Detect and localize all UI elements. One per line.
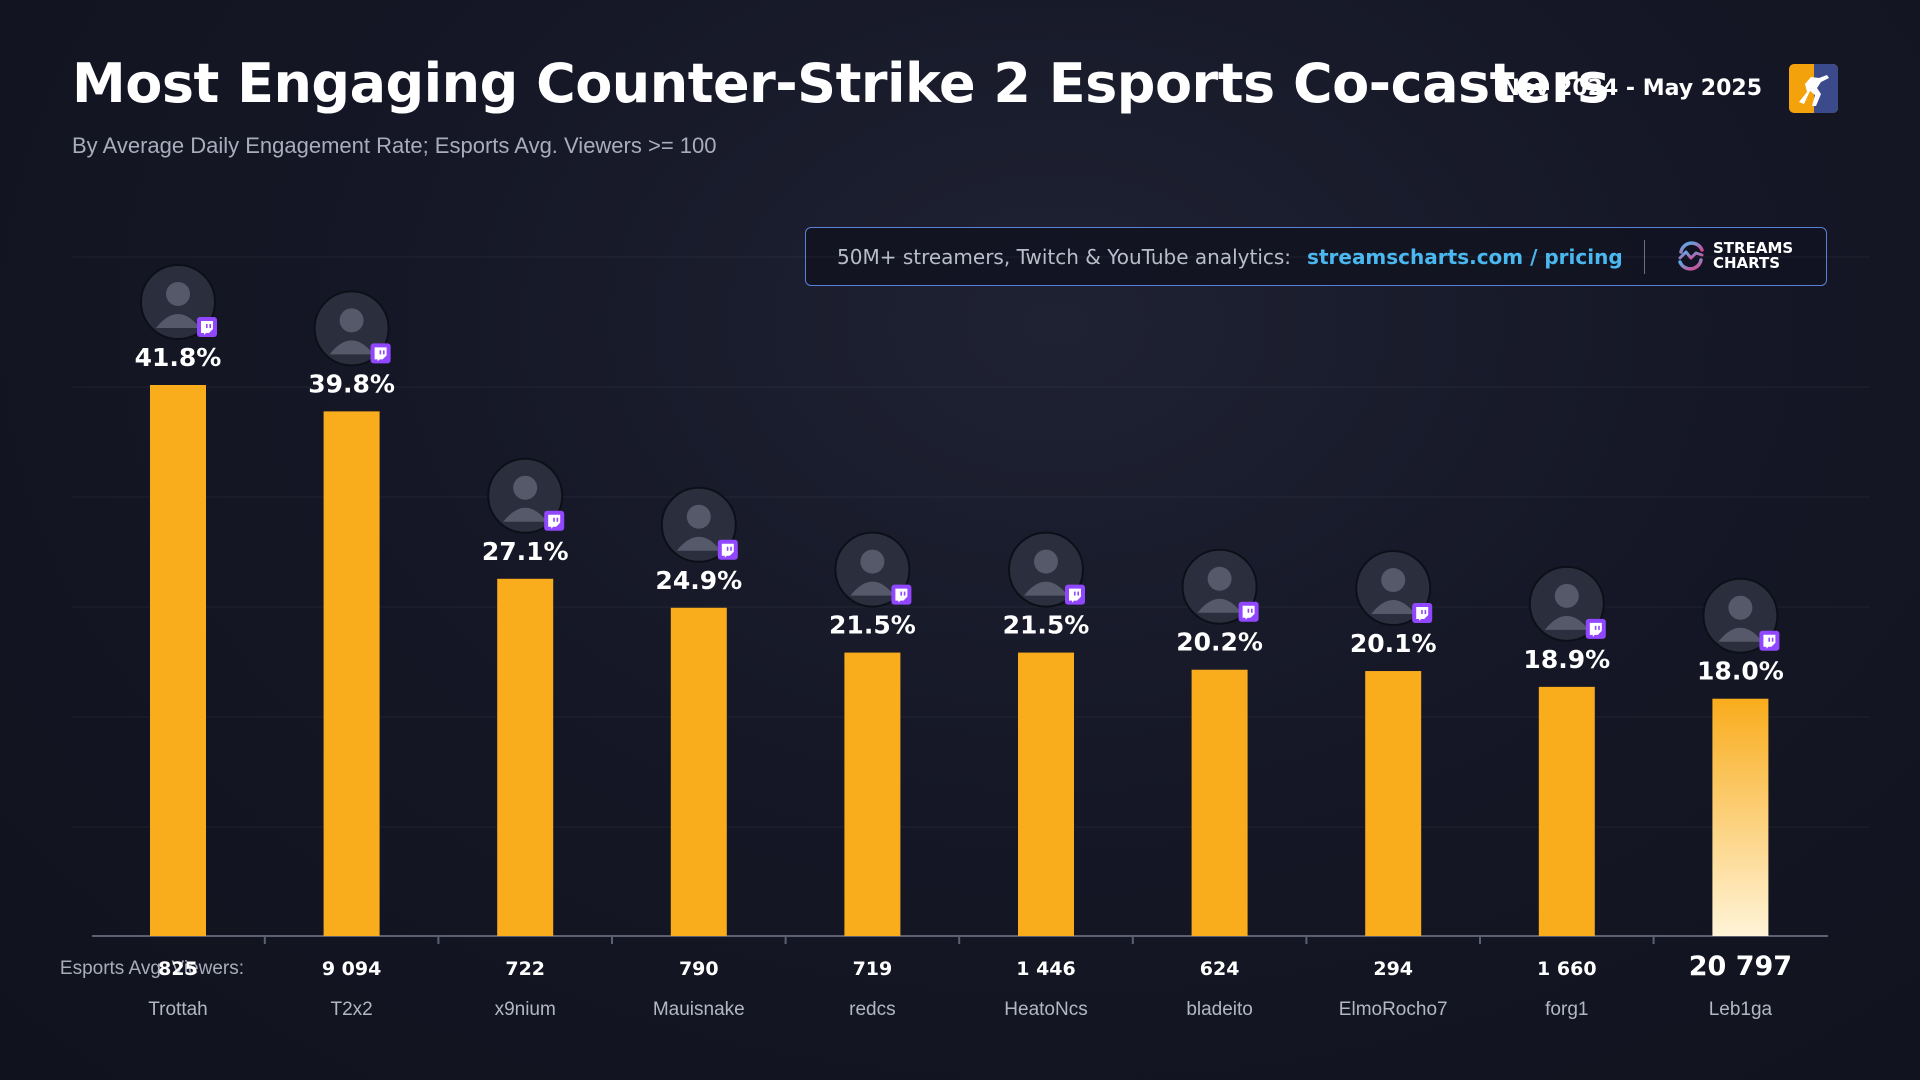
avatar-body-icon (1371, 600, 1416, 615)
category-label: forg1 (1545, 999, 1588, 1020)
avatar-body-icon (850, 581, 895, 596)
avatar-forg1 (1528, 565, 1605, 642)
avatar-mauisnake (660, 486, 737, 563)
streams-charts-logo-icon (1678, 241, 1704, 271)
twitch-icon (1065, 584, 1085, 605)
bar-bladeito (1191, 669, 1248, 936)
chart-subtitle: By Average Daily Engagement Rate; Esport… (72, 133, 717, 158)
chart-title: Most Engaging Counter-Strike 2 Esports C… (72, 52, 1609, 115)
brand-line-2: CHARTS (1713, 254, 1781, 272)
avatar-t2x2 (313, 290, 390, 367)
category-label: Mauisnake (653, 999, 745, 1020)
bar-trottah (150, 385, 206, 936)
avatar-body-icon (1544, 615, 1589, 630)
category-label: bladeito (1186, 999, 1253, 1020)
twitch-icon (891, 584, 912, 605)
avatar-body-icon (1718, 627, 1763, 642)
promo-link[interactable]: streamscharts.com / pricing (1307, 244, 1623, 269)
avatar-head-icon (166, 282, 190, 306)
category-label: Leb1ga (1709, 999, 1773, 1020)
avatar-leb1ga (1702, 577, 1779, 654)
category-label: ElmoRocho7 (1339, 999, 1448, 1020)
bar-x9nium (497, 578, 554, 936)
category-label: HeatoNcs (1004, 999, 1087, 1020)
viewers-value: 825 (158, 958, 198, 980)
counter-strike-logo-icon (1789, 64, 1838, 113)
viewers-value: 20 797 (1689, 951, 1792, 982)
viewers-value: 1 660 (1537, 958, 1597, 980)
promo-divider (1644, 240, 1645, 274)
avatar-body-icon (676, 536, 721, 551)
bar-t2x2 (323, 411, 380, 936)
value-label: 18.0% (1697, 657, 1784, 686)
viewers-value: 722 (505, 958, 545, 980)
bar-heatoncs (1018, 652, 1074, 936)
promo-banner[interactable]: 50M+ streamers, Twitch & YouTube analyti… (805, 227, 1827, 286)
avatar-x9nium (487, 457, 564, 534)
bar-elmorocho7 (1365, 671, 1422, 936)
avatar-bladeito (1181, 548, 1258, 625)
category-label: Trottah (148, 999, 208, 1020)
brand-line-1: STREAMS (1713, 239, 1794, 257)
avatar-heatoncs (1008, 531, 1084, 608)
avatar-head-icon (513, 475, 538, 500)
twitch-icon (1759, 630, 1780, 651)
bar-mauisnake (670, 607, 727, 936)
avatar-head-icon (339, 308, 364, 333)
viewers-value: 790 (679, 958, 719, 980)
category-label: T2x2 (330, 999, 372, 1020)
avatar-trottah (140, 264, 216, 340)
twitch-icon (544, 510, 565, 531)
avatar-redcs (834, 531, 911, 608)
value-label: 20.1% (1350, 629, 1437, 658)
twitch-icon (1238, 601, 1259, 622)
avatar-head-icon (1554, 583, 1579, 608)
twitch-icon (1585, 618, 1606, 639)
bar-leb1ga (1712, 698, 1769, 936)
twitch-icon (370, 343, 391, 364)
value-label: 41.8% (135, 343, 222, 372)
avatar-body-icon (1024, 581, 1068, 596)
avatar-body-icon (329, 340, 374, 355)
twitch-icon (717, 539, 738, 560)
streams-charts-logo[interactable]: STREAMS CHARTS (1675, 240, 1793, 272)
viewers-value: 294 (1373, 958, 1413, 980)
avatar-elmorocho7 (1355, 550, 1432, 627)
avatar-head-icon (686, 504, 711, 529)
value-label: 24.9% (655, 566, 742, 595)
bar-forg1 (1538, 686, 1595, 936)
avatar-head-icon (1728, 595, 1753, 620)
value-label: 39.8% (308, 369, 395, 398)
avatar-body-icon (503, 507, 548, 522)
value-label: 21.5% (829, 611, 916, 640)
avatar-body-icon (1197, 598, 1242, 613)
avatar-head-icon (860, 549, 885, 574)
bar-redcs (844, 652, 901, 936)
avatar-head-icon (1381, 568, 1406, 593)
avatar-head-icon (1207, 566, 1232, 591)
value-label: 20.2% (1176, 628, 1263, 657)
category-label: redcs (849, 999, 895, 1020)
category-label: x9nium (495, 999, 556, 1020)
twitch-icon (197, 317, 217, 337)
viewers-value: 719 (853, 958, 893, 980)
date-range: Nov 2024 - May 2025 (1501, 76, 1763, 101)
promo-text: 50M+ streamers, Twitch & YouTube analyti… (837, 244, 1292, 269)
value-label: 21.5% (1003, 611, 1090, 640)
viewers-value: 624 (1200, 958, 1240, 980)
twitch-icon (1412, 603, 1433, 624)
viewers-value: 1 446 (1016, 958, 1076, 980)
viewers-caption: Esports Avg. Viewers: (60, 958, 244, 979)
value-label: 18.9% (1523, 645, 1610, 674)
viewers-value: 9 094 (322, 958, 382, 980)
avatar-head-icon (1034, 549, 1058, 574)
avatar-body-icon (156, 314, 200, 328)
value-label: 27.1% (482, 537, 569, 566)
